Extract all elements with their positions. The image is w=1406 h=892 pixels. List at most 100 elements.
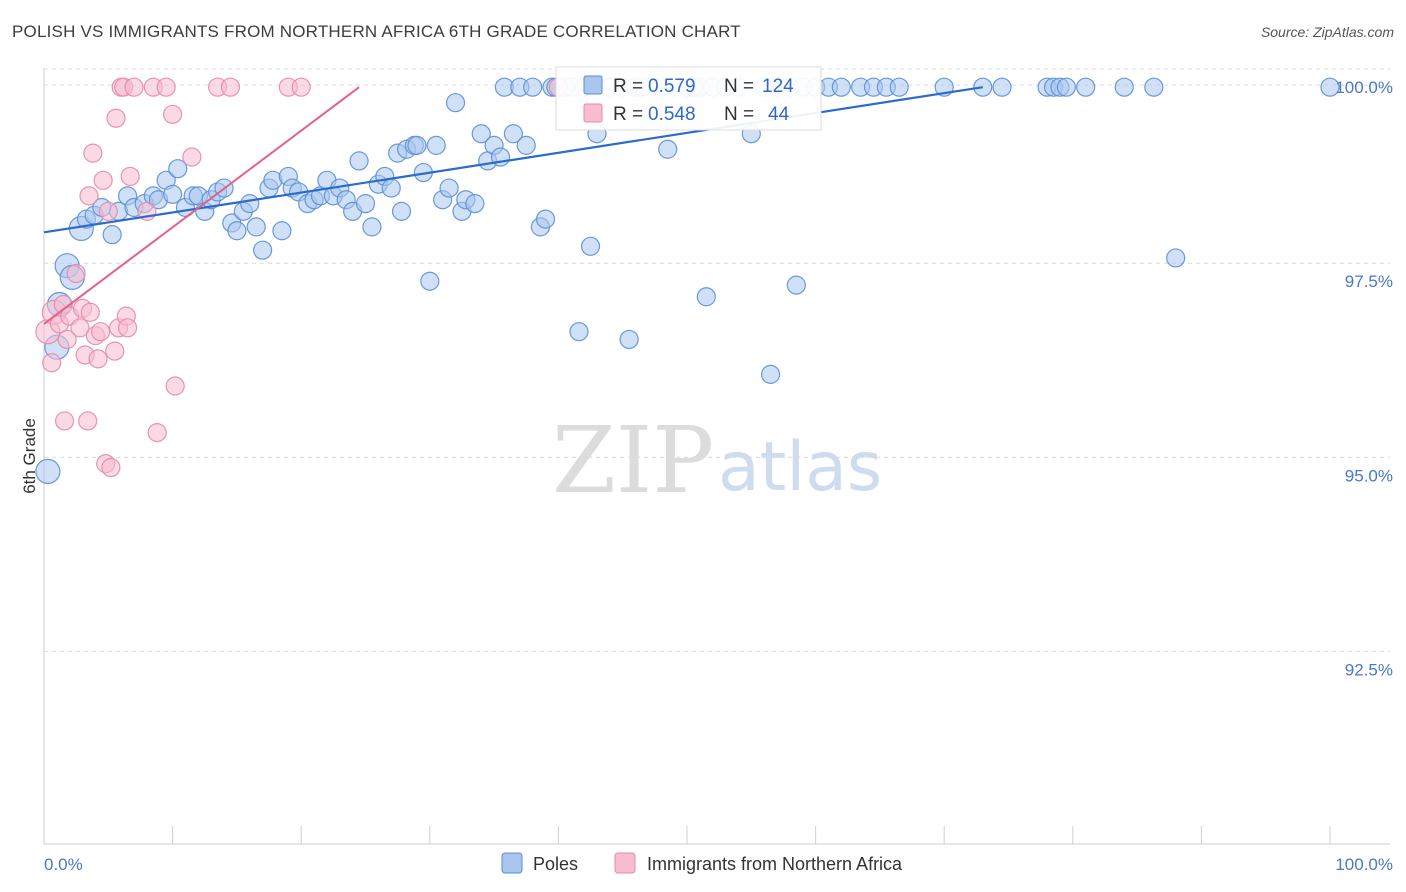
- poles-point: [619, 329, 639, 350]
- poles-point: [272, 221, 292, 241]
- poles-point: [391, 201, 412, 221]
- watermark: ZIP atlas: [552, 407, 882, 514]
- bottom-legend: Poles Immigrants from Northern Africa: [501, 852, 903, 874]
- y-tick-label: 97.5%: [1345, 272, 1393, 291]
- poles-point: [535, 209, 556, 229]
- immigrants-point: [80, 302, 100, 322]
- poles-point: [253, 240, 273, 260]
- y-tick-label: 100.0%: [1335, 78, 1393, 97]
- x-tick-label-max: 100.0%: [1335, 855, 1393, 874]
- immigrants-point: [106, 108, 126, 128]
- immigrants-points: [35, 77, 569, 478]
- legend-n-value-poles: 124: [762, 76, 794, 97]
- x-tick-label-min: 0.0%: [44, 855, 83, 874]
- y-tick-label: 95.0%: [1345, 466, 1393, 485]
- legend-n-value-immigrants: 44: [768, 104, 790, 125]
- bottom-legend-swatch-poles: [501, 852, 523, 874]
- poles-point: [569, 322, 589, 342]
- immigrants-point: [124, 77, 144, 97]
- poles-point: [227, 221, 247, 241]
- poles-point: [163, 184, 183, 204]
- poles-point: [35, 458, 61, 485]
- bottom-legend-swatch-immigrants: [614, 852, 636, 874]
- legend-r-label-poles: R =: [613, 76, 643, 97]
- legend-n-label-immigrants: N =: [724, 104, 754, 125]
- poles-point: [420, 271, 440, 291]
- poles-point: [658, 139, 678, 159]
- poles-point: [246, 217, 266, 237]
- watermark-zip: ZIP: [552, 407, 714, 514]
- source-label: Source: ZipAtlas.com: [1260, 24, 1394, 40]
- poles-point: [240, 194, 260, 214]
- poles-point: [355, 194, 376, 214]
- poles-point: [580, 236, 601, 256]
- immigrants-point: [101, 457, 121, 478]
- legend-swatch-poles: [583, 75, 603, 95]
- poles-point: [1320, 77, 1340, 97]
- poles-point: [1056, 77, 1076, 97]
- poles-point: [831, 77, 851, 97]
- bottom-legend-poles-label: Poles: [533, 854, 578, 874]
- poles-point: [516, 135, 536, 155]
- poles-point: [465, 194, 485, 214]
- immigrants-point: [78, 411, 98, 431]
- poles-point: [381, 178, 401, 198]
- poles-point: [168, 159, 188, 179]
- legend-r-value-immigrants: 0.548: [648, 104, 696, 125]
- immigrants-point: [83, 143, 103, 163]
- poles-point: [503, 124, 523, 144]
- immigrants-point: [54, 411, 75, 431]
- legend-r-value-poles: 0.579: [648, 76, 696, 97]
- immigrants-point: [220, 77, 241, 97]
- poles-point: [471, 124, 491, 144]
- immigrants-point: [105, 341, 125, 361]
- poles-point: [760, 364, 781, 384]
- grid-layer: [44, 68, 1390, 652]
- poles-point: [889, 77, 909, 97]
- y-tick-label: 92.5%: [1345, 660, 1393, 679]
- poles-point: [523, 77, 543, 97]
- axis-layer: [43, 68, 1390, 845]
- immigrants-point: [163, 104, 183, 124]
- legend-n-label-poles: N =: [724, 76, 754, 97]
- immigrants-point: [156, 77, 176, 97]
- immigrants-point: [42, 353, 62, 373]
- bottom-legend-immigrants-label: Immigrants from Northern Africa: [647, 854, 903, 874]
- poles-point: [696, 287, 716, 307]
- immigrants-point: [70, 318, 90, 338]
- poles-point: [362, 217, 382, 237]
- immigrants-point: [90, 322, 111, 342]
- immigrants-point: [291, 77, 311, 97]
- trend-layer: [43, 86, 983, 325]
- immigrants-point: [88, 349, 108, 369]
- poles-trend-line: [43, 86, 983, 234]
- poles-point: [439, 178, 459, 198]
- immigrants-point: [147, 422, 167, 443]
- poles-point: [102, 225, 122, 245]
- immigrants-point: [117, 318, 138, 338]
- immigrants-point: [57, 329, 77, 350]
- immigrants-point: [182, 147, 202, 167]
- immigrants-point: [120, 166, 140, 187]
- poles-point: [445, 93, 466, 113]
- immigrants-trend-line: [43, 86, 360, 325]
- chart-title: POLISH VS IMMIGRANTS FROM NORTHERN AFRIC…: [12, 22, 741, 41]
- poles-point: [1114, 77, 1134, 97]
- poles-point: [992, 77, 1012, 97]
- legend-box: R = 0.579 N = 124 R = 0.548 N = 44: [555, 66, 822, 131]
- watermark-atlas: atlas: [718, 428, 882, 507]
- poles-point: [1166, 248, 1186, 268]
- y-tick-labels: 92.5% 95.0% 97.5% 100.0%: [1335, 78, 1393, 679]
- poles-point: [407, 135, 427, 155]
- immigrants-point: [165, 376, 185, 396]
- poles-point: [426, 135, 446, 155]
- poles-point: [786, 275, 806, 295]
- immigrants-point: [66, 263, 86, 284]
- poles-point: [349, 151, 369, 171]
- immigrants-point: [93, 170, 113, 190]
- y-axis-label: 6th Grade: [20, 418, 39, 494]
- poles-point: [1144, 77, 1164, 97]
- immigrants-point: [79, 186, 99, 206]
- poles-point: [1076, 77, 1096, 97]
